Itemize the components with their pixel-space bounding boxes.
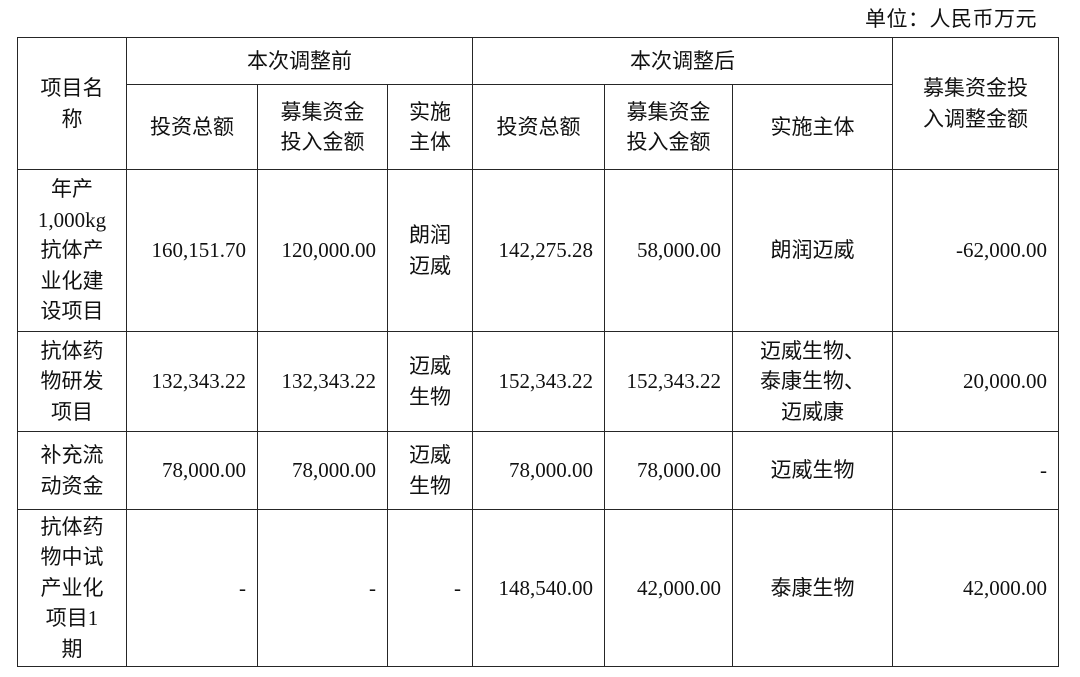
header-after-entity: 实施主体 [732, 84, 893, 170]
header-before-raised-funds: 募集资金 投入金额 [257, 84, 388, 170]
project-name-cell: 补充流 动资金 [17, 431, 127, 510]
fund-adjustment-table: 项目名 称 本次调整前 本次调整后 募集资金投 入调整金额 投资总额 募集资金 … [17, 37, 1059, 668]
before-raised-cell: 132,343.22 [257, 331, 388, 432]
header-before-entity: 实施 主体 [387, 84, 473, 170]
after-total-cell: 152,343.22 [472, 331, 605, 432]
table-row: 补充流 动资金 78,000.00 78,000.00 迈威 生物 78,000… [17, 431, 1059, 510]
header-after-total-investment: 投资总额 [472, 84, 605, 170]
after-entity-cell: 朗润迈威 [732, 169, 893, 332]
before-entity-cell: - [387, 508, 473, 668]
adjustment-amount-cell: 42,000.00 [892, 508, 1059, 668]
before-raised-cell: 120,000.00 [257, 169, 388, 332]
header-adjustment-amount: 募集资金投 入调整金额 [892, 37, 1059, 170]
adjustment-amount-cell: 20,000.00 [892, 331, 1059, 432]
header-project-name: 项目名 称 [17, 37, 127, 170]
before-entity-cell: 朗润 迈威 [387, 169, 473, 332]
after-total-cell: 148,540.00 [472, 508, 605, 668]
after-entity-cell: 泰康生物 [732, 508, 893, 668]
before-entity-cell: 迈威 生物 [387, 431, 473, 510]
header-row-columns: 投资总额 募集资金 投入金额 实施 主体 投资总额 募集资金 投入金额 实施主体 [18, 84, 1059, 170]
after-raised-cell: 78,000.00 [604, 431, 733, 510]
before-total-cell: 132,343.22 [126, 331, 258, 432]
table-row: 抗体药 物中试 产业化 项目1 期 - - - 148,540.00 42,00… [17, 508, 1059, 668]
adjustment-amount-cell: -62,000.00 [892, 169, 1059, 332]
before-raised-cell: - [257, 508, 388, 668]
project-name-cell: 抗体药 物中试 产业化 项目1 期 [17, 508, 127, 668]
table-row: 抗体药 物研发 项目 132,343.22 132,343.22 迈威 生物 1… [17, 331, 1059, 432]
before-entity-cell: 迈威 生物 [387, 331, 473, 432]
header-before-group: 本次调整前 [126, 37, 473, 85]
after-total-cell: 78,000.00 [472, 431, 605, 510]
after-raised-cell: 152,343.22 [604, 331, 733, 432]
table-row: 年产 1,000kg 抗体产 业化建 设项目 160,151.70 120,00… [17, 169, 1059, 332]
project-name-cell: 年产 1,000kg 抗体产 业化建 设项目 [17, 169, 127, 332]
before-total-cell: 78,000.00 [126, 431, 258, 510]
header-after-group: 本次调整后 [472, 37, 893, 85]
header-row-groups: 项目名 称 本次调整前 本次调整后 募集资金投 入调整金额 [17, 37, 1059, 170]
after-raised-cell: 58,000.00 [604, 169, 733, 332]
adjustment-amount-cell: - [892, 431, 1059, 510]
after-total-cell: 142,275.28 [472, 169, 605, 332]
header-after-raised-funds: 募集资金 投入金额 [604, 84, 733, 170]
before-raised-cell: 78,000.00 [257, 431, 388, 510]
project-name-cell: 抗体药 物研发 项目 [17, 331, 127, 432]
header-before-total-investment: 投资总额 [126, 84, 258, 170]
unit-label: 单位：人民币万元 [865, 7, 1037, 31]
after-entity-cell: 迈威生物、 泰康生物、 迈威康 [732, 331, 893, 432]
after-entity-cell: 迈威生物 [732, 431, 893, 510]
before-total-cell: - [126, 508, 258, 668]
after-raised-cell: 42,000.00 [604, 508, 733, 668]
before-total-cell: 160,151.70 [126, 169, 258, 332]
